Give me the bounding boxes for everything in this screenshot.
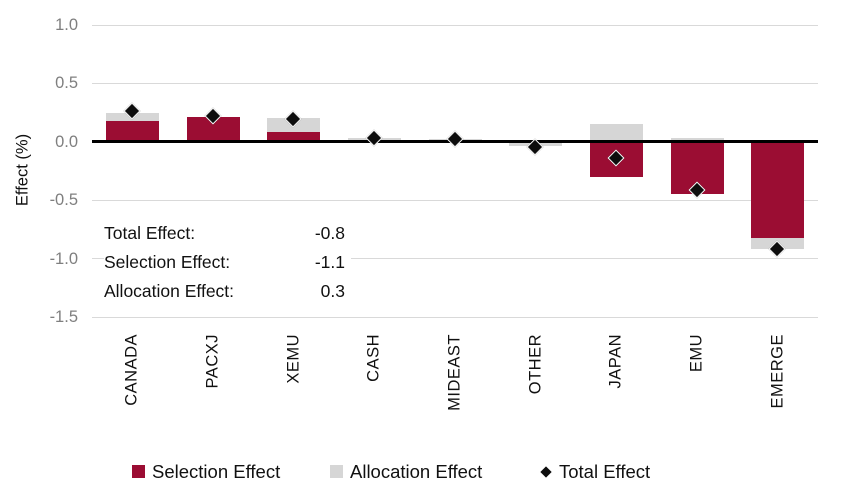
bar-segment-selection xyxy=(751,141,805,238)
legend-label-total: Total Effect xyxy=(559,460,651,482)
legend-item-selection-effect: Selection Effect xyxy=(132,461,280,482)
y-tick-label: -1.0 xyxy=(49,249,78,268)
annotation-row-selection: Selection Effect: -1.1 xyxy=(104,248,345,277)
annotation-selection-label: Selection Effect: xyxy=(104,252,231,272)
x-category-label-text: PACXJ xyxy=(203,334,222,389)
x-category-label-text: OTHER xyxy=(526,334,545,395)
gridline xyxy=(92,82,818,84)
total-effect-marker xyxy=(446,130,463,148)
x-category-label-text: MIDEAST xyxy=(445,334,464,411)
y-tick-label: -1.5 xyxy=(49,308,78,326)
total-effect-diamond-icon xyxy=(540,465,552,478)
annotation-total-value: -0.8 xyxy=(314,223,345,243)
gridline xyxy=(92,316,818,318)
allocation-effect-swatch-icon xyxy=(330,465,343,478)
annotation-allocation-value: 0.3 xyxy=(320,281,345,301)
bar-segment-allocation xyxy=(670,138,724,142)
x-category-label-text: CANADA xyxy=(122,334,141,406)
annotation-total-label: Total Effect: xyxy=(104,223,196,243)
plot-area: Total Effect: -0.8 Selection Effect: -1.… xyxy=(92,0,818,330)
bar-segment-allocation xyxy=(589,124,643,142)
annotation-selection-value: -1.1 xyxy=(314,252,345,272)
gridline xyxy=(92,258,818,260)
legend-label-allocation: Allocation Effect xyxy=(350,460,483,482)
summary-annotation: Total Effect: -0.8 Selection Effect: -1.… xyxy=(104,219,351,306)
annotation-row-allocation: Allocation Effect: 0.3 xyxy=(104,277,345,306)
x-category-label-text: EMU xyxy=(687,334,706,373)
annotation-row-total: Total Effect: -0.8 xyxy=(104,219,345,248)
annotation-allocation-label: Allocation Effect: xyxy=(104,281,235,301)
bar-segment-selection xyxy=(267,132,321,142)
y-tick-label: 1.0 xyxy=(55,16,78,34)
gridline xyxy=(92,24,818,26)
legend-label-selection: Selection Effect xyxy=(152,460,281,482)
x-category-label-text: EMERGE xyxy=(768,334,787,409)
legend-item-allocation-effect: Allocation Effect xyxy=(330,461,482,482)
x-category-label-text: XEMU xyxy=(284,334,303,384)
x-category-label-text: JAPAN xyxy=(606,334,625,389)
selection-effect-swatch-icon xyxy=(132,465,145,478)
bar-segment-selection xyxy=(105,120,159,142)
y-tick-label: 0.0 xyxy=(55,132,78,151)
x-category-label-text: CASH xyxy=(364,334,383,382)
gridline xyxy=(92,199,818,201)
y-tick-label: 0.5 xyxy=(55,74,78,93)
legend-item-total-effect: Total Effect xyxy=(540,461,650,482)
y-tick-label: -0.5 xyxy=(49,191,78,210)
total-effect-marker xyxy=(365,129,383,147)
